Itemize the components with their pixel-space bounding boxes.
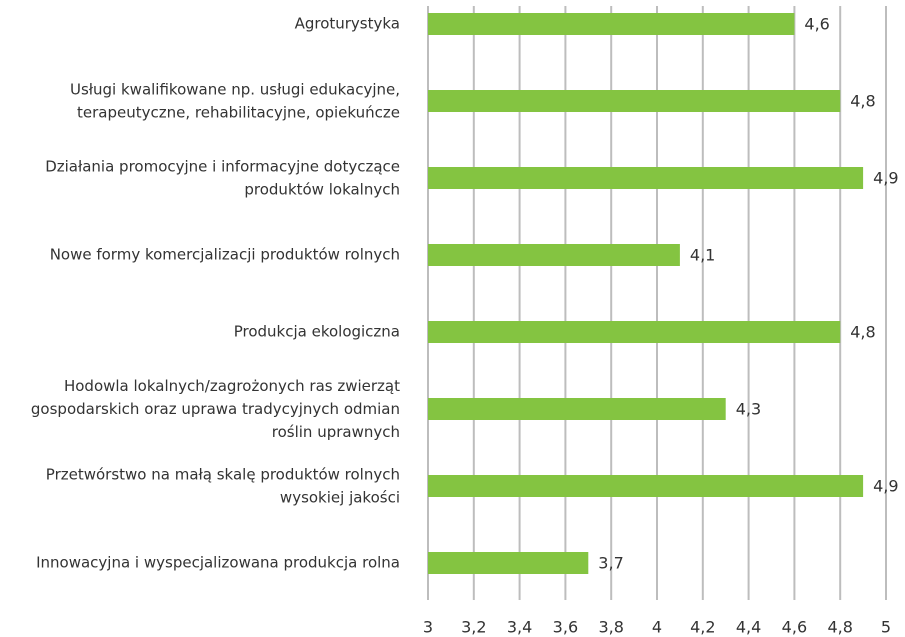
x-tick-label: 4,2 (690, 618, 715, 637)
bar (428, 167, 864, 189)
x-tick-label: 3,2 (461, 618, 486, 637)
category-label: Działania promocyjne i informacyjne doty… (45, 157, 400, 198)
bar (428, 475, 864, 497)
value-label: 4,8 (850, 92, 875, 111)
x-tick-label: 3,6 (553, 618, 578, 637)
bar (428, 398, 726, 420)
x-tick-label: 4 (652, 618, 662, 637)
category-label: Produkcja ekologiczna (234, 323, 400, 341)
x-tick-label: 4,6 (782, 618, 807, 637)
x-tick-label: 5 (881, 618, 891, 637)
value-label: 3,7 (598, 554, 623, 573)
category-label: Nowe formy komercjalizacji produktów rol… (50, 246, 400, 264)
bar (428, 90, 841, 112)
x-tick-label: 4,8 (827, 618, 852, 637)
category-label: Usługi kwalifikowane np. usługi edukacyj… (70, 80, 400, 121)
value-label: 4,1 (690, 246, 715, 265)
category-label: Innowacyjna i wyspecjalizowana produkcja… (36, 554, 400, 572)
bar (428, 13, 795, 35)
value-label: 4,9 (873, 477, 898, 496)
x-tick-label: 3,8 (598, 618, 623, 637)
category-label: Przetwórstwo na małą skalę produktów rol… (46, 465, 400, 506)
x-tick-label: 4,4 (736, 618, 761, 637)
bar (428, 244, 680, 266)
bar (428, 552, 589, 574)
category-label: Hodowla lokalnych/zagrożonych ras zwierz… (31, 377, 400, 441)
value-label: 4,6 (804, 15, 829, 34)
bar (428, 321, 841, 343)
x-tick-label: 3,4 (507, 618, 532, 637)
value-label: 4,3 (736, 400, 761, 419)
x-tick-label: 3 (423, 618, 433, 637)
value-label: 4,9 (873, 169, 898, 188)
value-label: 4,8 (850, 323, 875, 342)
category-label: Agroturystyka (295, 15, 400, 33)
